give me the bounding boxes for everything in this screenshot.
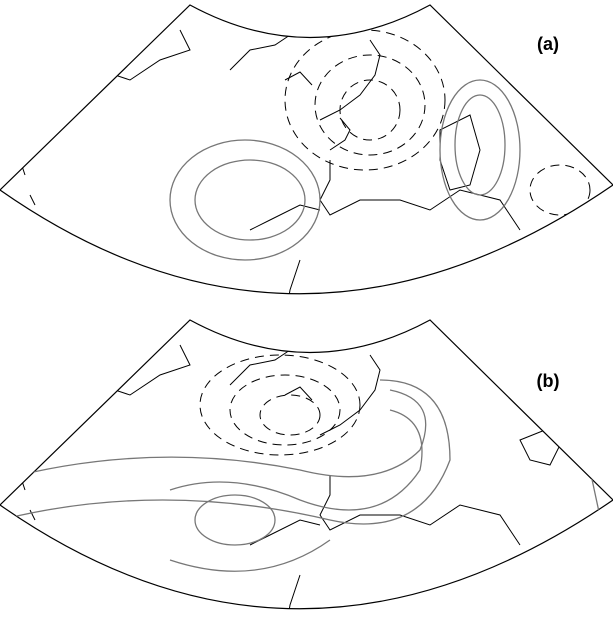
coastline xyxy=(39,29,521,294)
coastline xyxy=(39,344,521,609)
panel-label: (b) xyxy=(537,371,560,391)
contour xyxy=(439,79,521,221)
contour xyxy=(194,494,276,546)
panel-label: (a) xyxy=(537,34,559,54)
contour xyxy=(169,139,321,261)
contour xyxy=(0,379,451,525)
contour xyxy=(199,354,361,456)
map-panel-b: (b) xyxy=(0,319,613,610)
contour xyxy=(169,409,423,572)
contour xyxy=(229,374,341,446)
contour xyxy=(194,159,306,241)
map-panel-a: (a) xyxy=(0,4,613,295)
contour xyxy=(454,94,506,196)
contour xyxy=(339,79,401,141)
contour xyxy=(314,54,426,156)
contour xyxy=(0,389,427,481)
map-frame xyxy=(0,4,613,295)
contour xyxy=(259,394,321,436)
map-frame xyxy=(0,319,613,610)
contour xyxy=(529,164,591,216)
